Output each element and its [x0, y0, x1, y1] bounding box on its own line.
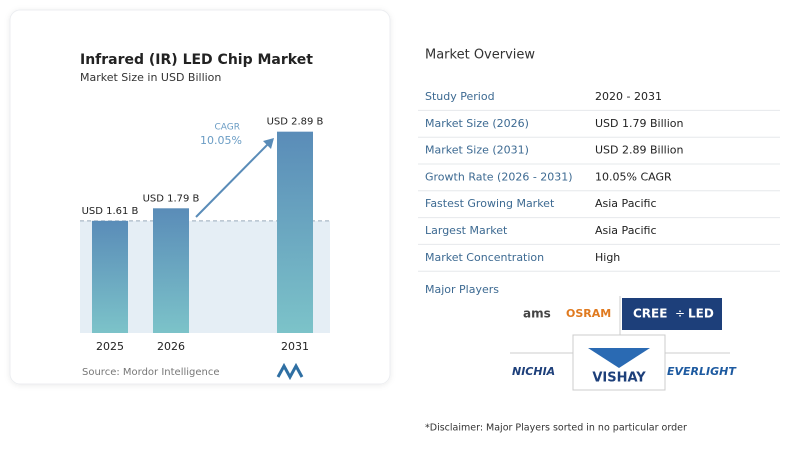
cagr-arrow: [195, 139, 273, 218]
logo: LED: [688, 307, 714, 321]
overview-title: Market Overview: [425, 48, 535, 63]
row-key: Market Size (2031): [425, 144, 529, 157]
logo-box: [622, 298, 722, 330]
row-key: Study Period: [425, 90, 495, 103]
row-value: Asia Pacific: [595, 197, 657, 210]
row-value: USD 2.89 Billion: [595, 144, 683, 157]
plot: USD 1.61 B 2025 USD 1.79 B 2026 USD 2.89 B 20…: [80, 117, 330, 353]
value-label: USD 1.61 B: [82, 206, 139, 217]
chart-title: Infrared (IR) LED Chip Market: [80, 52, 313, 68]
row-key: Fastest Growing Market: [425, 197, 555, 210]
logo: ÷: [675, 307, 685, 321]
logo: OSRAM: [566, 307, 611, 320]
players-title: Major Players: [425, 283, 499, 296]
chart-subtitle: Market Size in USD Billion: [80, 71, 221, 84]
x-tick-label: 2026: [157, 340, 185, 353]
bar: [277, 131, 313, 333]
value-label: USD 2.89 B: [267, 117, 324, 128]
logo: CREE: [633, 307, 667, 321]
source: Source: Mordor Intelligence: [82, 367, 220, 378]
row-value: High: [595, 251, 620, 264]
logo: EVERLIGHT: [667, 365, 737, 378]
disclaimer: *Disclaimer: Major Players sorted in no …: [425, 423, 687, 434]
x-tick-label: 2025: [96, 340, 124, 353]
logo: VISHAY: [592, 371, 646, 386]
row-key: Largest Market: [425, 224, 508, 237]
bar: [153, 208, 189, 333]
brand-logo: [276, 362, 304, 381]
arrow-head: [263, 138, 274, 149]
cagr-value: 10.05%: [200, 134, 242, 147]
row-value: 10.05% CAGR: [595, 170, 672, 183]
row-value: 2020 - 2031: [595, 90, 662, 103]
logo-mark: [588, 348, 650, 368]
row-key: Growth Rate (2026 - 2031): [425, 170, 573, 183]
overview-table: Study Period 2020 - 2031 Market Size (2026…: [418, 90, 780, 272]
row-key: Market Concentration: [425, 251, 544, 264]
logo: NICHIA: [512, 365, 555, 378]
bar: [92, 220, 128, 333]
row-value: Asia Pacific: [595, 224, 657, 237]
row-value: USD 1.79 Billion: [595, 117, 683, 130]
x-tick-label: 2031: [281, 340, 309, 353]
row-key: Market Size (2026): [425, 117, 529, 130]
logo: ams: [523, 307, 551, 321]
value-label: USD 1.79 B: [143, 193, 200, 204]
cagr-label: CAGR: [214, 123, 240, 133]
